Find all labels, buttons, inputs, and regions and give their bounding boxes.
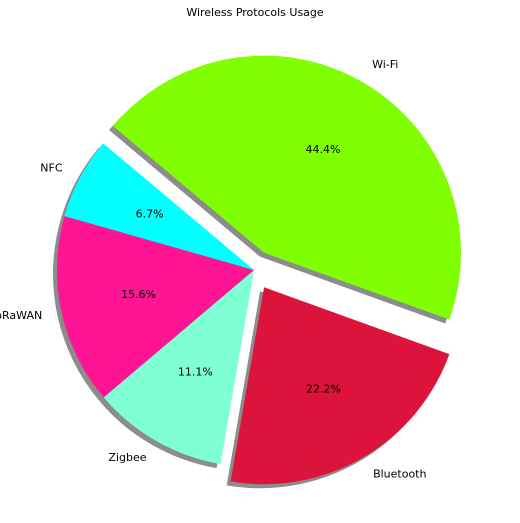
slice-label-lorawan: LoRaWAN <box>0 309 42 322</box>
slice-label-nfc: NFC <box>40 161 63 174</box>
slice-pct-lorawan: 15.6% <box>121 288 156 301</box>
slice-wi-fi <box>113 55 461 320</box>
slice-layer <box>56 55 461 485</box>
chart-title: Wireless Protocols Usage <box>186 6 324 19</box>
slice-label-zigbee: Zigbee <box>108 451 146 464</box>
slice-pct-bluetooth: 22.2% <box>306 382 341 395</box>
slice-pct-wi-fi: 44.4% <box>305 143 340 156</box>
slice-lorawan <box>56 216 255 398</box>
label-layer: Wi-Fi 44.4% Bluetooth 22.2% Zigbee 11.1% LoRaW… <box>0 58 426 481</box>
slice-label-bluetooth: Bluetooth <box>373 468 426 481</box>
slice-bluetooth <box>230 287 450 485</box>
slice-nfc <box>64 143 255 270</box>
slice-label-wi-fi: Wi-Fi <box>372 58 398 71</box>
slice-pct-zigbee: 11.1% <box>178 366 213 379</box>
slice-pct-nfc: 6.7% <box>136 208 164 221</box>
slice-zigbee <box>103 270 254 465</box>
